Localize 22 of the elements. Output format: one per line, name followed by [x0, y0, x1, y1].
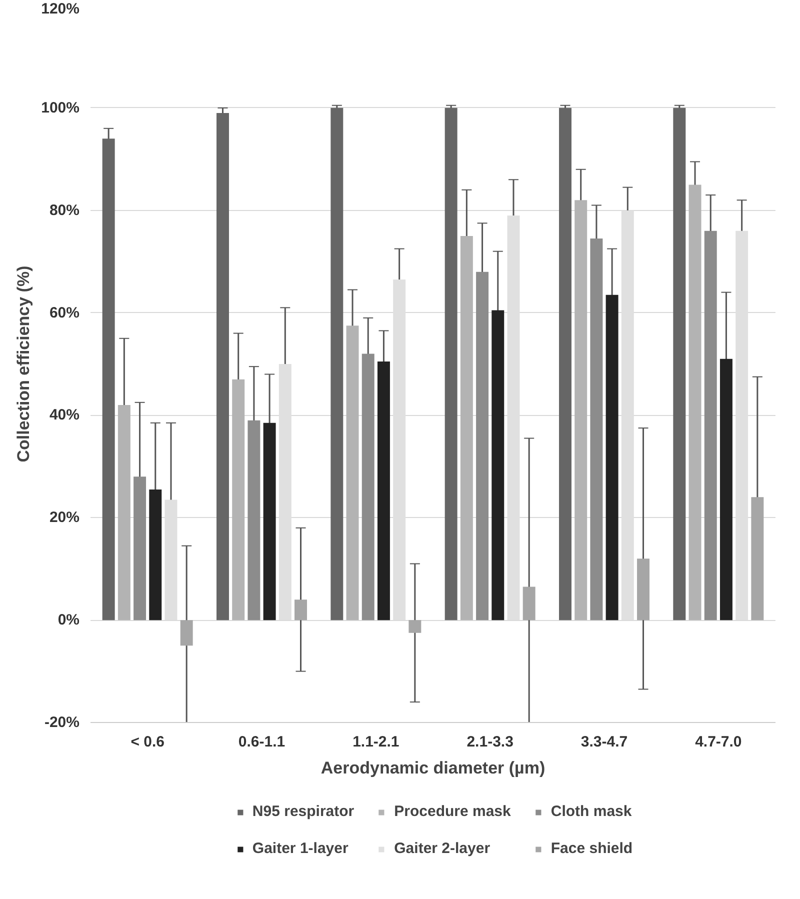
- y-tick-label: 40%: [49, 406, 80, 424]
- x-tick-label: 2.1-3.3: [466, 734, 514, 750]
- x-tick-label: 4.7-7.0: [695, 734, 742, 750]
- y-axis-title: Collection efficiency (%): [14, 266, 34, 462]
- y-tick-label: 100%: [41, 99, 80, 116]
- legend-label: Cloth mask: [550, 803, 632, 820]
- y-tick-label: 80%: [49, 202, 80, 219]
- y-tick-label: 20%: [49, 509, 80, 526]
- x-tick-label: 0.6-1.1: [238, 734, 286, 750]
- x-axis-title: Aerodynamic diameter (µm): [320, 758, 546, 778]
- y-tick-label: 0%: [58, 612, 80, 629]
- x-tick-label: < 0.6: [130, 734, 164, 750]
- x-tick-label: 1.1-2.1: [352, 734, 400, 750]
- legend-label: Gaiter 1-layer: [252, 840, 348, 857]
- y-tick-label: 120%: [41, 0, 80, 18]
- legend-label: N95 respirator: [252, 803, 354, 820]
- legend-label: Gaiter 2-layer: [394, 840, 490, 857]
- legend-label: Face shield: [550, 840, 633, 857]
- legend-label: Procedure mask: [394, 803, 511, 820]
- y-tick-label: -20%: [44, 714, 80, 731]
- x-tick-label: 3.3-4.7: [580, 734, 628, 750]
- y-tick-label: 60%: [49, 304, 80, 322]
